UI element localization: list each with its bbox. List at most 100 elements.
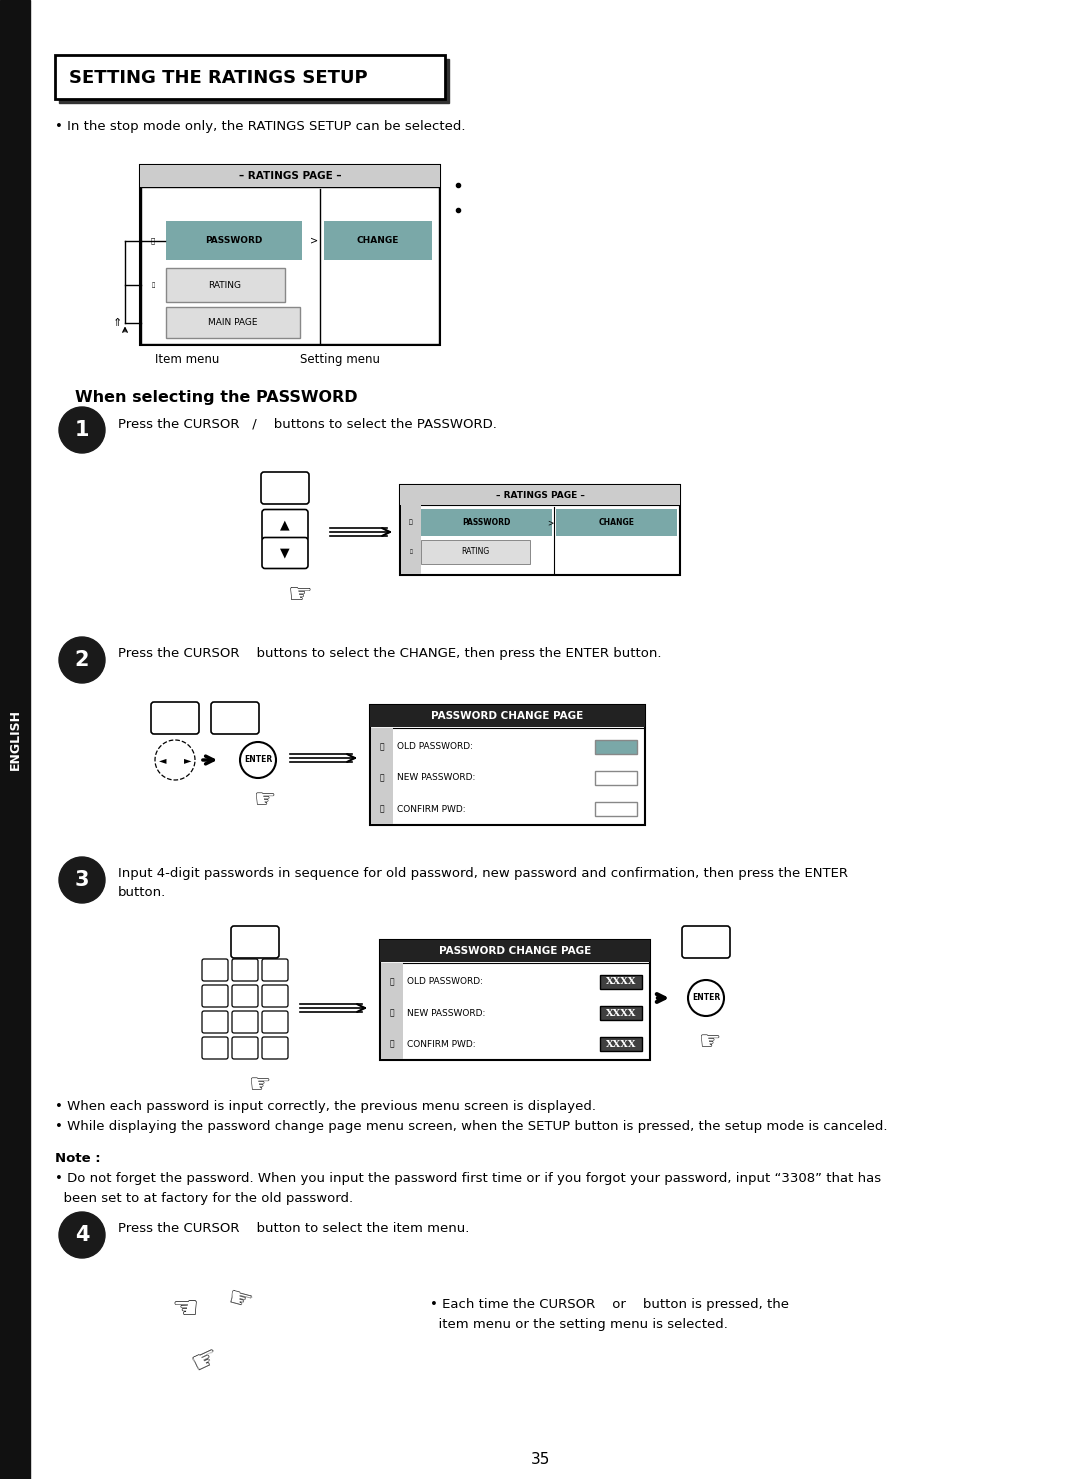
Text: 2: 2 <box>75 649 90 670</box>
Text: ☞: ☞ <box>187 1341 224 1378</box>
Text: 🔑: 🔑 <box>409 519 413 525</box>
FancyBboxPatch shape <box>232 958 258 981</box>
FancyBboxPatch shape <box>262 1037 288 1059</box>
Bar <box>140 166 440 345</box>
Text: button.: button. <box>118 886 166 899</box>
Circle shape <box>59 1211 105 1259</box>
Text: ENTER: ENTER <box>692 994 720 1003</box>
Bar <box>324 220 432 260</box>
Text: XXXX: XXXX <box>606 978 636 986</box>
Text: ☜: ☜ <box>172 1296 199 1325</box>
Text: – RATINGS PAGE –: – RATINGS PAGE – <box>239 172 341 180</box>
Text: SETTING THE RATINGS SETUP: SETTING THE RATINGS SETUP <box>69 70 367 87</box>
Bar <box>166 220 302 260</box>
FancyBboxPatch shape <box>211 703 259 734</box>
Text: PASSWORD CHANGE PAGE: PASSWORD CHANGE PAGE <box>431 711 583 720</box>
Bar <box>0 0 30 1479</box>
Text: • Each time the CURSOR    or    button is pressed, the: • Each time the CURSOR or button is pres… <box>430 1299 789 1310</box>
Text: Press the CURSOR    buttons to select the CHANGE, then press the ENTER button.: Press the CURSOR buttons to select the C… <box>118 648 661 661</box>
Text: CHANGE: CHANGE <box>598 518 635 527</box>
Bar <box>400 485 680 504</box>
FancyBboxPatch shape <box>232 985 258 1007</box>
Text: >: > <box>310 235 319 246</box>
Text: Input 4-digit passwords in sequence for old password, new password and confirmat: Input 4-digit passwords in sequence for … <box>118 868 848 880</box>
Text: Press the CURSOR   /    buttons to select the PASSWORD.: Press the CURSOR / buttons to select the… <box>118 417 497 430</box>
Bar <box>372 728 644 824</box>
Text: ☞: ☞ <box>225 1284 256 1316</box>
Bar <box>55 55 445 99</box>
Text: 🔑: 🔑 <box>380 805 384 813</box>
Text: CONFIRM PWD:: CONFIRM PWD: <box>397 805 465 813</box>
Text: Item menu: Item menu <box>156 353 219 365</box>
FancyBboxPatch shape <box>262 1012 288 1032</box>
Text: ▼: ▼ <box>280 547 289 559</box>
Bar <box>166 308 300 339</box>
Circle shape <box>240 742 276 778</box>
Bar <box>381 963 403 1059</box>
Text: CONFIRM PWD:: CONFIRM PWD: <box>407 1040 475 1049</box>
FancyBboxPatch shape <box>261 472 309 504</box>
Bar <box>141 186 438 345</box>
Bar <box>166 268 285 302</box>
Bar <box>600 1006 642 1021</box>
Text: 📱: 📱 <box>151 282 154 288</box>
Text: NEW PASSWORD:: NEW PASSWORD: <box>407 1009 485 1018</box>
Text: item menu or the setting menu is selected.: item menu or the setting menu is selecte… <box>430 1318 728 1331</box>
Text: OLD PASSWORD:: OLD PASSWORD: <box>397 742 473 751</box>
Text: • When each password is input correctly, the previous menu screen is displayed.: • When each password is input correctly,… <box>55 1100 596 1114</box>
Text: 4: 4 <box>75 1225 90 1245</box>
Text: ☞: ☞ <box>248 1072 271 1097</box>
Text: 🔑: 🔑 <box>380 742 384 751</box>
Text: RATING: RATING <box>461 547 489 556</box>
Text: ►: ► <box>185 754 192 765</box>
Bar <box>421 540 530 563</box>
Text: CHANGE: CHANGE <box>356 237 400 246</box>
Bar <box>595 740 637 754</box>
Text: ◄: ◄ <box>159 754 166 765</box>
Text: Note :: Note : <box>55 1152 100 1165</box>
Text: 🔑: 🔑 <box>390 1009 394 1018</box>
Bar <box>595 771 637 785</box>
Bar <box>140 166 440 186</box>
Text: PASSWORD: PASSWORD <box>462 518 511 527</box>
Bar <box>381 963 649 1059</box>
Bar <box>401 504 679 574</box>
Text: 🔑: 🔑 <box>151 237 156 244</box>
Text: 3: 3 <box>75 870 90 890</box>
Text: Press the CURSOR    button to select the item menu.: Press the CURSOR button to select the it… <box>118 1223 470 1235</box>
Text: 1: 1 <box>75 420 90 439</box>
Text: NEW PASSWORD:: NEW PASSWORD: <box>397 774 475 782</box>
FancyBboxPatch shape <box>681 926 730 958</box>
FancyBboxPatch shape <box>202 958 228 981</box>
FancyBboxPatch shape <box>262 537 308 568</box>
Text: • While displaying the password change page menu screen, when the SETUP button i: • While displaying the password change p… <box>55 1120 888 1133</box>
Text: Setting menu: Setting menu <box>300 353 380 365</box>
Text: ☞: ☞ <box>287 581 312 609</box>
Bar <box>401 504 421 574</box>
FancyBboxPatch shape <box>202 1037 228 1059</box>
Text: OLD PASSWORD:: OLD PASSWORD: <box>407 978 483 986</box>
FancyBboxPatch shape <box>202 1012 228 1032</box>
Text: >: > <box>546 518 553 527</box>
Circle shape <box>59 407 105 453</box>
Text: PASSWORD CHANGE PAGE: PASSWORD CHANGE PAGE <box>438 947 591 955</box>
Text: XXXX: XXXX <box>606 1040 636 1049</box>
Text: ENTER: ENTER <box>244 756 272 765</box>
Text: 🔑: 🔑 <box>390 978 394 986</box>
FancyBboxPatch shape <box>231 926 279 958</box>
Text: been set to at factory for the old password.: been set to at factory for the old passw… <box>55 1192 353 1205</box>
Text: RATING: RATING <box>208 281 242 290</box>
Text: PASSWORD: PASSWORD <box>205 237 262 246</box>
Circle shape <box>688 981 724 1016</box>
FancyBboxPatch shape <box>262 985 288 1007</box>
Text: ☞: ☞ <box>254 788 276 812</box>
FancyBboxPatch shape <box>202 985 228 1007</box>
Circle shape <box>59 637 105 683</box>
Bar <box>59 59 449 104</box>
Bar <box>600 975 642 988</box>
Bar <box>400 485 680 575</box>
Bar <box>372 728 393 824</box>
FancyBboxPatch shape <box>262 958 288 981</box>
Text: ENGLISH: ENGLISH <box>9 710 22 771</box>
Text: • In the stop mode only, the RATINGS SETUP can be selected.: • In the stop mode only, the RATINGS SET… <box>55 120 465 133</box>
